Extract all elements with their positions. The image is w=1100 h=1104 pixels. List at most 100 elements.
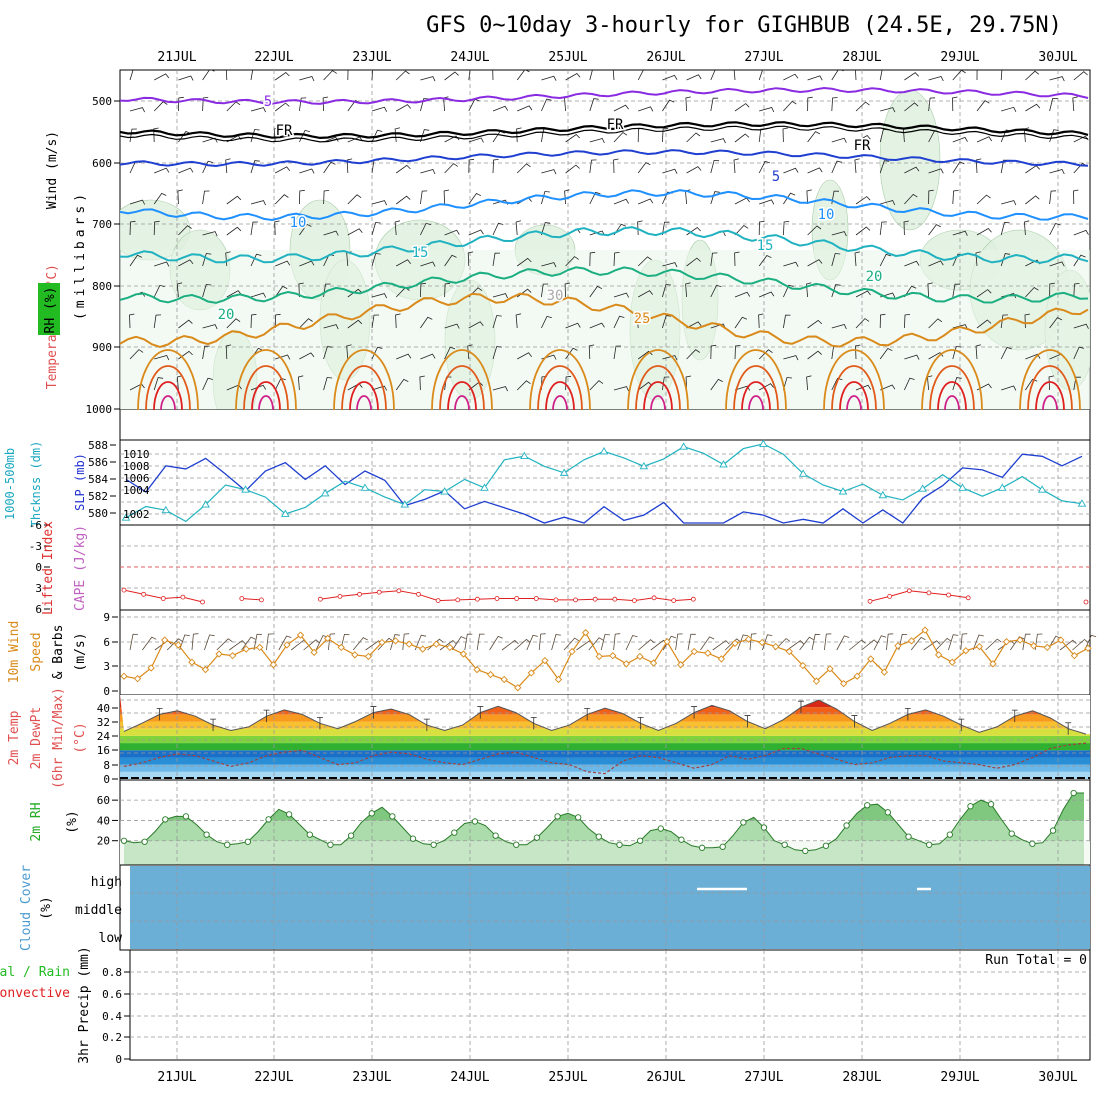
heating-cell-contour <box>921 349 983 410</box>
wind-barb <box>1025 286 1039 298</box>
tick-label: 582 <box>88 490 108 503</box>
wind-barb <box>1073 254 1086 267</box>
wind10m-barb <box>241 636 256 651</box>
wind-barb <box>904 285 917 298</box>
wind-barb <box>468 158 475 174</box>
wind-barb <box>299 76 315 82</box>
wind-barb <box>952 283 960 298</box>
wind-barb <box>637 220 643 236</box>
wind-barb <box>976 70 978 81</box>
heating-cell-contour <box>145 365 191 410</box>
wind-barb <box>831 97 838 112</box>
wind10m-barbs <box>129 633 1097 651</box>
wind-speed-marker <box>636 652 644 661</box>
lifted-index-point <box>474 596 480 602</box>
wind-barb <box>176 375 183 391</box>
wind-barb <box>662 355 678 361</box>
day-label-bottom: 21JUL <box>157 1070 196 1085</box>
wind-barb <box>202 231 218 237</box>
wind-barb <box>153 192 167 205</box>
contour-10 <box>120 189 1089 222</box>
thickness-slp-lines <box>121 439 1087 524</box>
wind-barb <box>831 377 843 391</box>
wind-speed-marker <box>962 647 970 655</box>
wind-barb <box>783 261 799 267</box>
day-label-top: 27JUL <box>744 50 783 65</box>
wind10m-barb <box>737 634 749 651</box>
lifted-index-point <box>671 598 677 603</box>
temp-band <box>120 757 1090 765</box>
wind-speed-marker <box>975 642 984 651</box>
wind-barb <box>710 97 719 112</box>
stability-panel: -6 -3 0 3 6 Lifted Index CAPE (J/kg) <box>29 519 1091 616</box>
wind-barb <box>420 76 436 82</box>
wind-barb <box>783 100 797 112</box>
stability-grid <box>120 525 1090 610</box>
wind-barb <box>153 284 165 298</box>
wind-barb <box>759 383 775 391</box>
rh-marker <box>244 838 252 845</box>
tick-label: 60 <box>97 794 110 807</box>
wind-barb <box>758 70 763 81</box>
temp-line <box>123 699 1087 735</box>
wind-barb <box>806 375 812 391</box>
wind-barb <box>202 137 218 143</box>
wind-barb <box>153 220 160 236</box>
chart-title: GFS 0~10day 3-hourly for GIGHBUB (24.5E,… <box>426 13 1062 38</box>
wind-barb <box>928 168 944 174</box>
wind-barb <box>589 70 593 81</box>
wind-barb <box>468 70 471 81</box>
day-label-top: 24JUL <box>450 50 489 65</box>
wind-barb <box>783 73 799 81</box>
day-label-bottom: 22JUL <box>254 1070 293 1085</box>
minmax-bar <box>423 718 430 732</box>
wind-barb <box>880 200 896 206</box>
ylabel-lifted-index: Lifted Index <box>41 521 56 615</box>
wind-barb <box>515 220 522 236</box>
rh-marker <box>740 819 747 826</box>
wind-barb <box>394 220 400 236</box>
wind-barb <box>153 377 164 391</box>
wind-barb <box>589 251 596 267</box>
wind-barb <box>395 313 401 329</box>
wind-speed-marker <box>1043 643 1051 652</box>
wind-barb <box>1025 70 1040 81</box>
wind-barb <box>565 256 579 267</box>
wind-barb <box>904 193 918 205</box>
wind-barb <box>250 70 254 81</box>
wind-barb <box>734 251 740 267</box>
ylabel-rh: RH (%) <box>43 287 58 334</box>
wind-barb <box>855 344 861 360</box>
wind-barb <box>686 321 702 329</box>
wind-speed-marker <box>717 655 726 663</box>
wind-barb <box>323 190 330 205</box>
tick-label: 24 <box>97 730 111 743</box>
wind-speed-line <box>123 629 1089 689</box>
wind-barb <box>879 313 886 329</box>
heating-cell-contour <box>643 381 673 410</box>
day-label-top: 29JUL <box>940 50 979 65</box>
ylabel-speed: Speed <box>29 632 44 671</box>
wind10m-barb <box>390 634 400 651</box>
stability-ticks: -6 -3 0 3 6 <box>29 519 50 616</box>
wind-barb <box>225 158 231 174</box>
wind-barb <box>1073 346 1084 360</box>
tick-label: 1000 <box>86 403 113 416</box>
wind-barb <box>613 198 630 205</box>
ylabel-cape: CAPE (J/kg) <box>73 525 88 611</box>
wind-barb <box>686 74 702 81</box>
day-label-bottom: 26JUL <box>646 1070 685 1085</box>
slp-marker <box>360 483 370 491</box>
wind-barb <box>855 318 870 329</box>
lifted-index-point <box>416 591 421 597</box>
minmax-bar <box>370 706 377 719</box>
wind-barb <box>565 72 581 81</box>
wind-barb <box>202 284 212 298</box>
wind-barb <box>444 346 456 360</box>
tick-label: 900 <box>92 341 112 354</box>
wind-speed-marker <box>758 638 766 647</box>
wind-speed-marker <box>867 655 875 663</box>
wind-barb <box>492 293 508 299</box>
